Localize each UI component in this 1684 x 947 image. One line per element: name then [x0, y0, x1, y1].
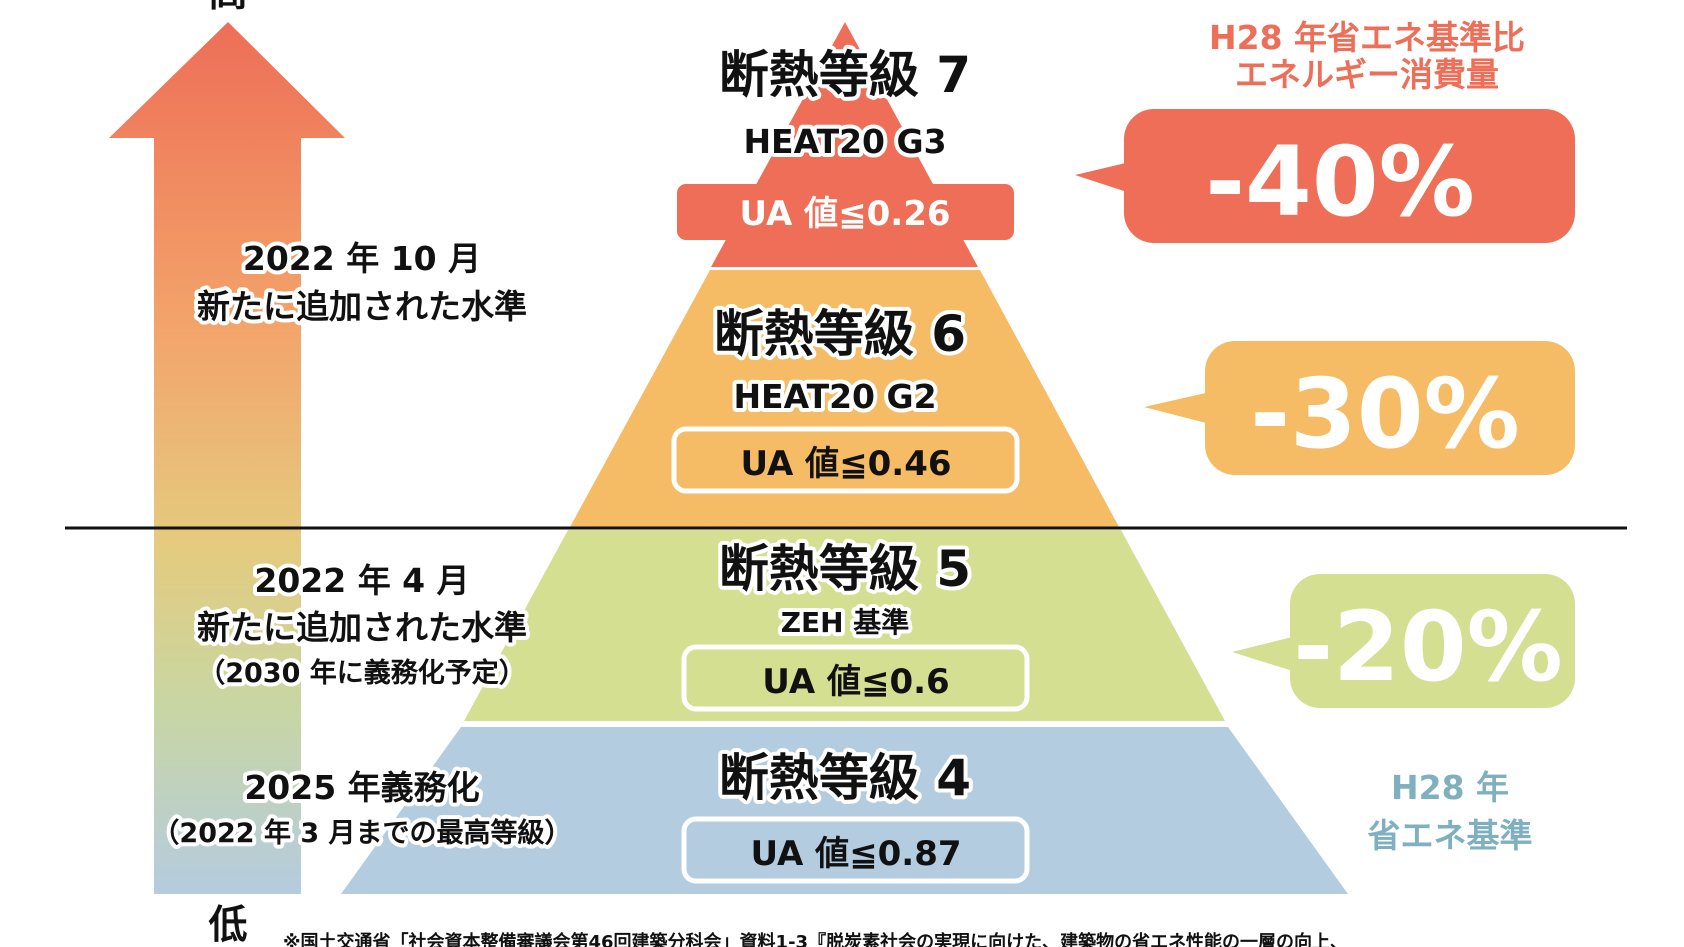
footnote: ※国土交通省「社会資本整備審議会第46回建築分科会」資料1-3『脱炭素社会の実現… — [283, 931, 1348, 947]
level-7-ua-box — [677, 184, 1014, 240]
level-6-ua-box — [671, 426, 1020, 494]
level-4-ua-box — [681, 816, 1030, 884]
reduction-level-7: -40% — [1205, 126, 1475, 238]
level-5-ua-box — [681, 644, 1030, 712]
note-2025-line2: （2022 年 3 月までの最高等級） — [152, 817, 571, 849]
axis-high-label: 高 — [208, 0, 247, 16]
note-oct2022-line1: 2022 年 10 月 — [243, 239, 481, 278]
level-4-ua: UA 値≦0.87 — [750, 834, 961, 874]
baseline-line2: 省エネ基準 — [1368, 816, 1533, 855]
baseline-line1: H28 年 — [1391, 768, 1509, 807]
level-6-sub: HEAT20 G2 — [733, 377, 936, 416]
tier-level-4 — [341, 727, 1348, 894]
level-7-sub: HEAT20 G3 — [743, 122, 946, 161]
reduction-level-6: -30% — [1250, 358, 1520, 470]
reduction-bubble-level-5: -20% — [1232, 574, 1575, 708]
level-6-ua: UA 値≦0.46 — [740, 444, 951, 484]
level-4-title: 断熱等級 4 — [719, 749, 971, 807]
note-oct2022-line2: 新たに追加された水準 — [197, 287, 527, 326]
level-7-ua: UA 値≦0.26 — [739, 194, 950, 234]
note-apr2022-line2: 新たに追加された水準 — [197, 608, 527, 647]
level-5-sub: ZEH 基準 — [781, 606, 910, 639]
level-6-title: 断熱等級 6 — [714, 305, 966, 363]
level-5-ua: UA 値≦0.6 — [762, 662, 949, 702]
tier-level-6 — [570, 270, 1119, 527]
header-line2: エネルギー消費量 — [1235, 55, 1499, 94]
reduction-bubble-level-7: -40% — [1075, 109, 1575, 243]
level-7-title: 断熱等級 7 — [719, 46, 971, 104]
note-2025-line1: 2025 年義務化 — [244, 768, 479, 807]
axis-low-label: 低 — [208, 903, 247, 947]
reduction-level-5: -20% — [1293, 591, 1563, 703]
up-arrow-icon — [109, 22, 345, 894]
header-line1: H28 年省エネ基準比 — [1209, 18, 1525, 57]
note-apr2022-line1: 2022 年 4 月 — [254, 561, 469, 600]
note-apr2022-line3: （2030 年に義務化予定） — [198, 657, 526, 689]
tier-level-5 — [464, 530, 1225, 721]
level-5-title: 断熱等級 5 — [719, 540, 971, 598]
reduction-bubble-level-6: -30% — [1144, 341, 1575, 475]
